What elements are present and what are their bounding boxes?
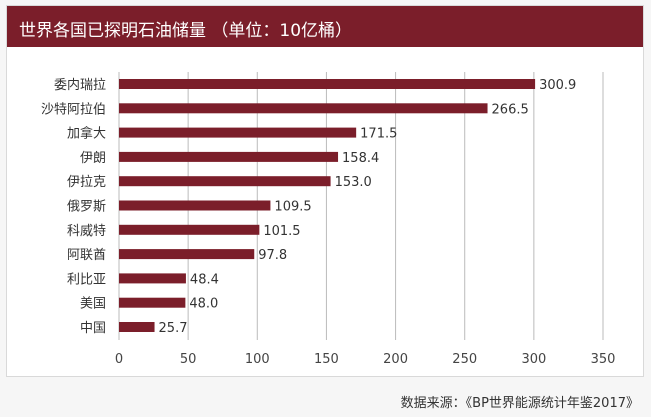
category-label: 委内瑞拉 — [54, 77, 106, 93]
category-label: 美国 — [80, 297, 106, 312]
bar — [119, 297, 186, 308]
value-label: 171.5 — [360, 127, 397, 142]
value-label: 48.0 — [189, 297, 218, 312]
value-label: 48.4 — [190, 272, 219, 287]
category-label: 沙特阿拉伯 — [41, 102, 106, 117]
category-label: 伊拉克 — [67, 175, 106, 190]
chart-title: 世界各国已探明石油储量 （单位：10亿桶） — [19, 21, 353, 41]
value-labels: 300.9 266.5 171.5 158.4 153.0 109.5 101.5 97.8 4… — [159, 78, 577, 336]
bar — [119, 322, 155, 332]
value-label: 25.7 — [159, 321, 188, 336]
category-label: 阿联酋 — [67, 247, 106, 263]
bars — [119, 79, 536, 332]
bar — [119, 79, 536, 89]
grid-lines — [118, 72, 604, 340]
value-label: 266.5 — [492, 102, 529, 117]
x-tick-label: 100 — [245, 352, 270, 367]
chart-header: 世界各国已探明石油储量 （单位：10亿桶） — [7, 6, 643, 47]
value-label: 101.5 — [263, 224, 300, 239]
value-label: 109.5 — [274, 200, 311, 215]
value-label: 158.4 — [342, 151, 379, 166]
bar — [119, 200, 271, 211]
x-tick-label: 250 — [452, 352, 477, 367]
bar — [119, 224, 260, 235]
bar — [119, 103, 488, 114]
x-tick-label: 150 — [314, 352, 339, 367]
category-label: 伊朗 — [80, 151, 106, 166]
bar — [119, 127, 357, 138]
bar — [119, 176, 331, 187]
value-label: 153.0 — [335, 175, 372, 190]
category-label: 加拿大 — [67, 126, 106, 142]
category-label: 俄罗斯 — [67, 200, 106, 215]
bar — [119, 249, 255, 260]
x-tick-label: 200 — [383, 352, 408, 367]
category-label: 科威特 — [67, 224, 106, 239]
x-tick-label: 300 — [521, 352, 546, 367]
source-note: 数据来源：《BP世界能源统计年鉴2017》 — [400, 396, 639, 411]
value-label: 97.8 — [258, 248, 287, 263]
x-tick-label: 350 — [591, 352, 616, 367]
x-tick-labels: 0 50 100 150 200 250 300 350 — [115, 352, 616, 367]
x-tick-label: 50 — [180, 352, 197, 367]
bar — [119, 273, 186, 284]
category-label: 利比亚 — [67, 272, 106, 287]
bar — [119, 151, 339, 162]
x-tick-label: 0 — [115, 352, 123, 367]
chart-frame: 世界各国已探明石油储量 （单位：10亿桶） — [6, 5, 644, 377]
value-label: 300.9 — [539, 78, 576, 93]
category-label: 中国 — [80, 321, 106, 336]
